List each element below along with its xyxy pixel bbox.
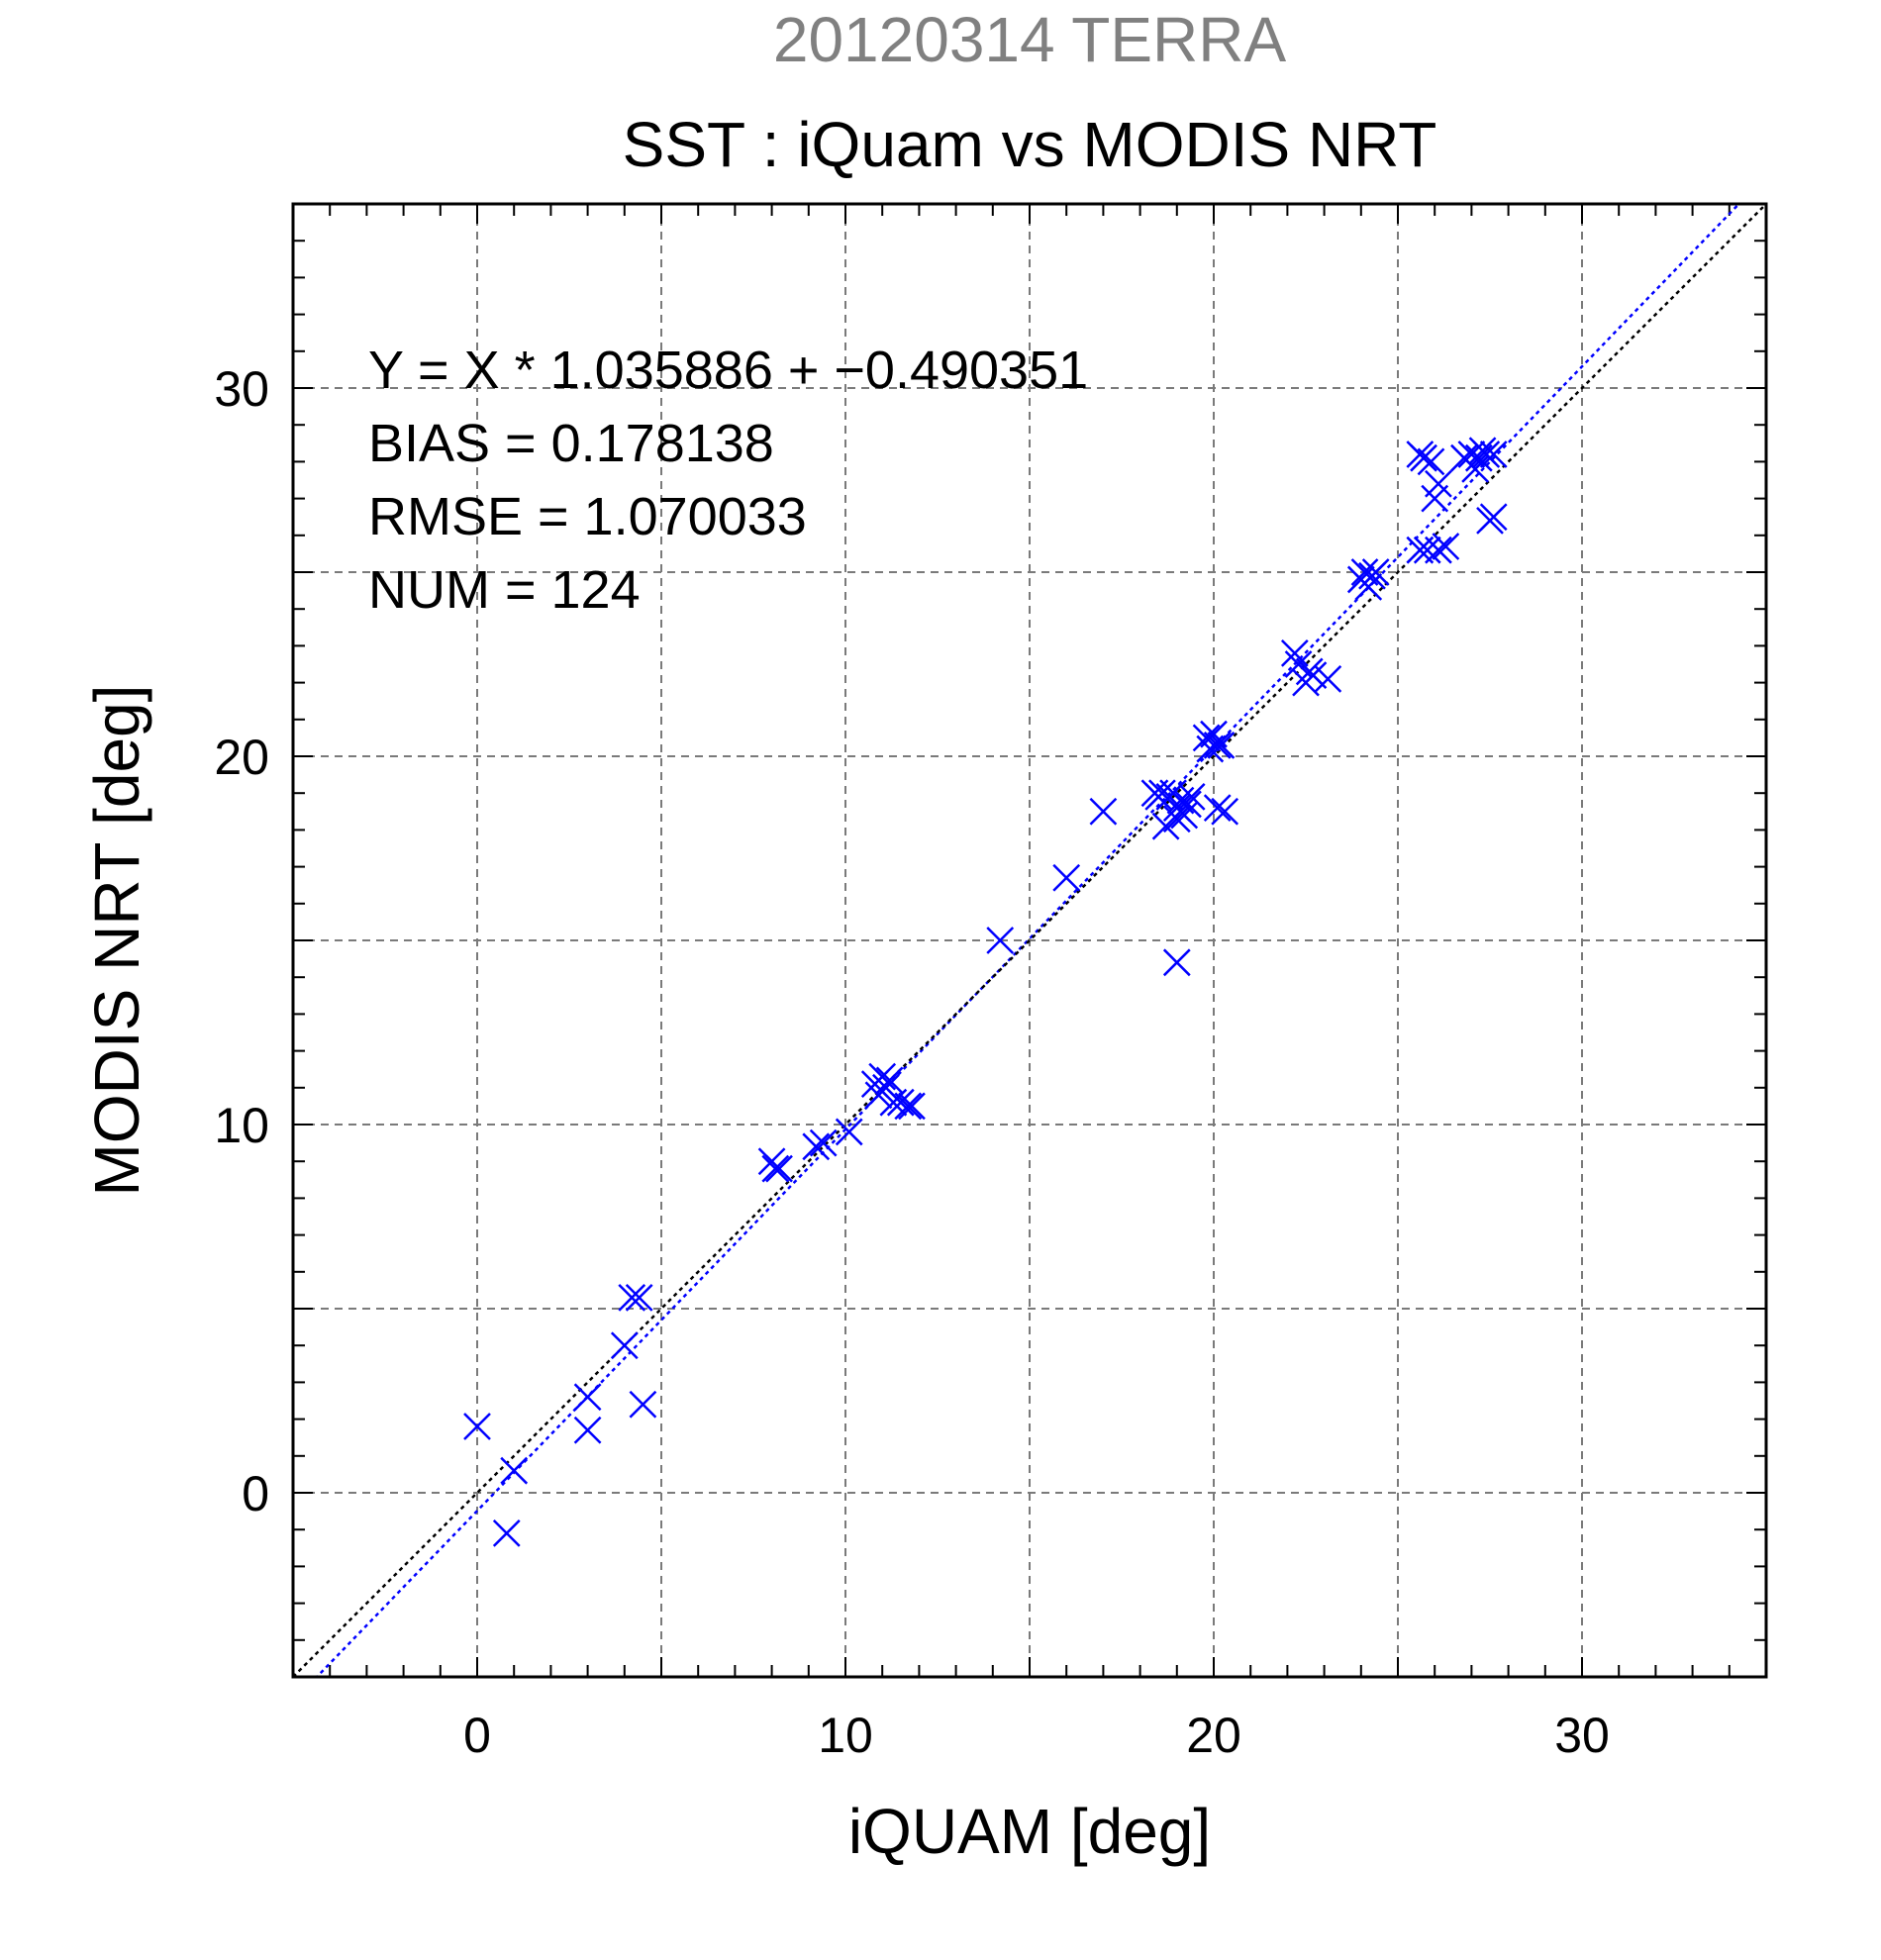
data-point — [1361, 558, 1390, 586]
data-point — [1203, 794, 1232, 822]
data-point — [898, 1092, 926, 1121]
data-point — [1089, 797, 1118, 826]
identity-line — [293, 204, 1766, 1677]
stats-rmse: RMSE = 1.070033 — [368, 487, 807, 546]
x-tick-label: 20 — [1186, 1708, 1241, 1763]
data-point — [1425, 536, 1452, 564]
data-point — [1461, 454, 1490, 483]
data-point — [1280, 638, 1309, 667]
regression-line — [315, 204, 1741, 1677]
data-point — [573, 1383, 602, 1412]
data-point — [835, 1118, 863, 1146]
data-point — [809, 1128, 838, 1157]
data-point — [894, 1092, 923, 1121]
stats-num: NUM = 124 — [368, 560, 641, 620]
data-point — [802, 1132, 831, 1161]
x-tick-label: 0 — [463, 1708, 491, 1763]
data-point — [1174, 790, 1202, 819]
x-tick-labels: 0 10 20 30 — [463, 1708, 1610, 1763]
data-point — [875, 1066, 904, 1095]
data-point — [1479, 503, 1508, 532]
y-axis-label: MODIS NRT [deg] — [81, 685, 152, 1197]
data-point — [463, 1413, 491, 1440]
data-point — [625, 1283, 653, 1312]
stats-regression-equation: Y = X * 1.035886 + −0.490351 — [368, 341, 1088, 400]
data-point — [1177, 783, 1206, 811]
x-axis-label: iQUAM [deg] — [848, 1796, 1211, 1867]
y-tick-label: 30 — [214, 361, 269, 417]
chart-supertitle: 20120314 TERRA — [773, 4, 1287, 75]
grid-lines — [293, 204, 1766, 1677]
data-point — [986, 927, 1015, 954]
data-point — [610, 1331, 639, 1360]
data-point — [1314, 664, 1342, 693]
data-points — [463, 437, 1508, 1547]
data-point — [573, 1416, 602, 1444]
data-point — [1354, 572, 1383, 601]
data-point — [1203, 731, 1232, 759]
data-point — [1207, 731, 1236, 759]
plot-frame — [291, 202, 1768, 1679]
data-point — [1162, 805, 1191, 833]
data-point — [1432, 533, 1460, 560]
y-tick-labels: 0 10 20 30 — [214, 361, 269, 1521]
data-point — [629, 1390, 657, 1419]
data-point — [500, 1456, 529, 1485]
data-point — [761, 1154, 790, 1183]
x-tick-label: 30 — [1554, 1708, 1610, 1763]
y-tick-label: 20 — [214, 730, 269, 785]
data-point — [886, 1088, 915, 1117]
stats-bias: BIAS = 0.178138 — [368, 414, 774, 473]
tick-marks — [292, 203, 1767, 1678]
data-point — [492, 1519, 521, 1547]
data-point — [868, 1062, 897, 1091]
y-tick-label: 10 — [214, 1098, 269, 1153]
data-point — [1052, 863, 1081, 892]
data-point — [1170, 801, 1199, 830]
data-point — [1472, 441, 1501, 468]
x-tick-label: 10 — [818, 1708, 873, 1763]
data-point — [618, 1283, 646, 1312]
data-point — [1417, 447, 1445, 476]
y-tick-label: 0 — [242, 1466, 269, 1521]
data-point — [765, 1154, 793, 1183]
data-point — [1413, 536, 1441, 564]
data-point — [1211, 797, 1239, 826]
data-point — [1410, 443, 1437, 472]
data-point — [1162, 948, 1191, 977]
data-point — [1425, 469, 1452, 498]
data-point — [1479, 441, 1508, 468]
stats-annotation: Y = X * 1.035886 + −0.490351 BIAS = 0.17… — [368, 341, 1088, 620]
reference-lines — [293, 204, 1766, 1677]
chart-title: SST : iQuam vs MODIS NRT — [623, 109, 1437, 180]
